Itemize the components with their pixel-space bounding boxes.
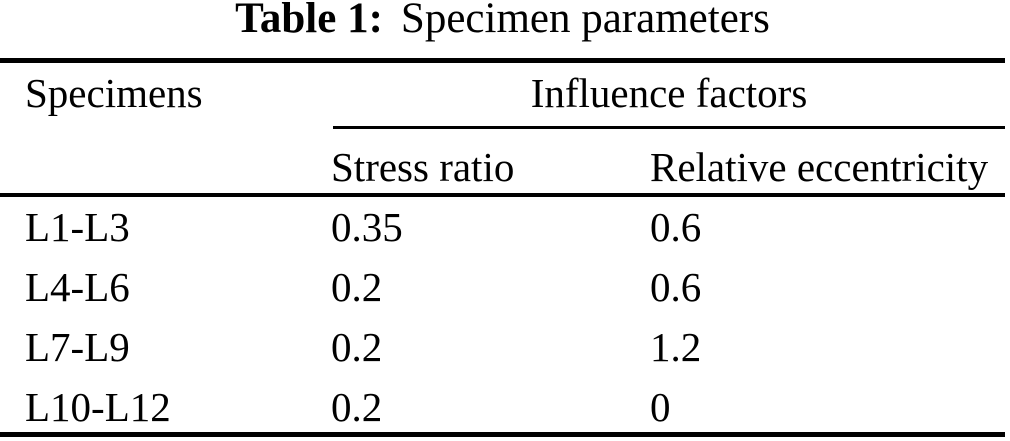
cell-relative-eccentricity: 1.2 xyxy=(650,324,702,370)
cell-relative-eccentricity: 0.6 xyxy=(650,264,702,310)
cell-specimen: L1-L3 xyxy=(25,204,130,250)
column-header-specimens: Specimens xyxy=(25,70,203,116)
table-caption-text: Specimen parameters xyxy=(400,0,770,42)
column-header-stress-ratio: Stress ratio xyxy=(331,144,515,190)
column-header-relative-eccentricity: Relative eccentricity xyxy=(650,144,989,190)
cell-stress-ratio: 0.2 xyxy=(331,264,383,310)
influence-factors-spanner-rule xyxy=(333,126,1005,129)
table-caption: Table 1: Specimen parameters xyxy=(0,0,1005,43)
cell-specimen: L10-L12 xyxy=(25,384,171,430)
cell-stress-ratio: 0.35 xyxy=(331,204,403,250)
cell-specimen: L7-L9 xyxy=(25,324,130,370)
table-top-rule xyxy=(0,58,1005,63)
cell-stress-ratio: 0.2 xyxy=(331,384,383,430)
cell-relative-eccentricity: 0.6 xyxy=(650,204,702,250)
cell-relative-eccentricity: 0 xyxy=(650,384,671,430)
header-body-divider-rule xyxy=(0,193,1005,197)
table-bottom-rule xyxy=(0,432,1005,437)
cell-stress-ratio: 0.2 xyxy=(331,324,383,370)
cell-specimen: L4-L6 xyxy=(25,264,130,310)
column-header-influence-factors: Influence factors xyxy=(530,70,808,116)
table-caption-label: Table 1: xyxy=(235,0,383,42)
